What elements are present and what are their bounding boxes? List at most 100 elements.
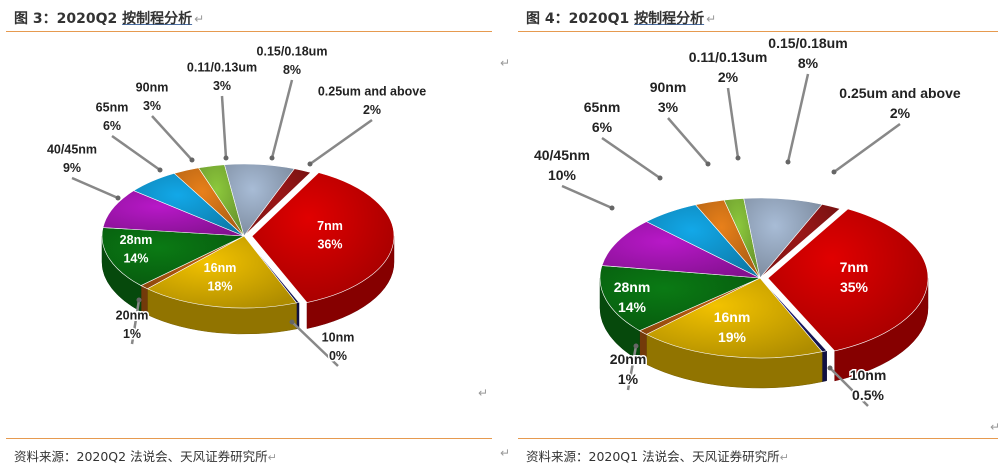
leader-dot-0-11-0-13um bbox=[223, 155, 229, 161]
pie-side-10nm bbox=[296, 302, 300, 330]
slice-value-7nm: 36% bbox=[317, 238, 342, 252]
slice-value-65nm: 6% bbox=[592, 119, 613, 135]
paragraph-mark-icon: ↵ bbox=[500, 446, 511, 460]
slice-label-40-45nm: 40/45nm bbox=[47, 143, 97, 157]
slice-value-16nm: 19% bbox=[718, 329, 747, 345]
leader-dot-90nm bbox=[705, 161, 711, 167]
pie-labels: 7nm 35% 10nm 0.5% 16nm 19% 20nm 1% 28nm 14% 40/45n… bbox=[532, 36, 962, 407]
leader-line-40-45nm bbox=[561, 184, 613, 210]
slice-value-16nm: 18% bbox=[207, 280, 232, 294]
slice-value-40-45nm: 10% bbox=[548, 167, 577, 183]
source-note: 资料来源：2020Q1 法说会、天风证券研究所↵ bbox=[526, 446, 789, 465]
slice-value-7nm: 35% bbox=[840, 279, 869, 295]
slice-value-28nm: 14% bbox=[618, 299, 647, 315]
paragraph-mark-icon: ↵ bbox=[500, 56, 511, 70]
slice-label-7nm: 7nm bbox=[840, 259, 869, 275]
paragraph-mark-icon: ↵ bbox=[194, 12, 205, 26]
source-text: 资料来源：2020Q2 法说会、天风证券研究所 bbox=[14, 449, 268, 464]
slice-label-10nm: 10nm bbox=[322, 331, 355, 345]
leader-line-40-45nm bbox=[71, 176, 119, 200]
slice-label-0-15-0-18um: 0.15/0.18um bbox=[768, 36, 847, 51]
slice-value-10nm: 0.5% bbox=[852, 387, 884, 403]
source-divider bbox=[6, 438, 492, 439]
source-divider bbox=[518, 438, 998, 439]
source-text: 资料来源：2020Q1 法说会、天风证券研究所 bbox=[526, 449, 780, 464]
pie-slice-0-25um-and-above bbox=[759, 203, 841, 279]
slice-label-16nm: 16nm bbox=[204, 261, 237, 275]
figure-3-panel: 图 3：2020Q2 按制程分析 ↵ 7nm 36% 10nm 0% 16nm 18% 20n… bbox=[0, 0, 500, 471]
pie-slice-28nm bbox=[599, 265, 761, 332]
leader-dot-65nm bbox=[157, 167, 163, 173]
figure-title-prefix: 图 4：2020Q1 bbox=[526, 11, 635, 27]
slice-label-90nm: 90nm bbox=[650, 79, 687, 95]
slice-label-0-25um-and-above: 0.25um and above bbox=[839, 85, 961, 101]
figure-title-subject[interactable]: 按制程分析 bbox=[634, 11, 705, 27]
leader-dot-0-25um-and-above bbox=[831, 169, 837, 175]
leader-line-90nm bbox=[151, 115, 193, 161]
leader-dot-0-15-0-18um bbox=[269, 155, 275, 161]
pie-slice-0-25um-and-above bbox=[243, 168, 312, 237]
leader-line-10nm bbox=[829, 367, 869, 407]
pie-slice-7nm bbox=[767, 208, 929, 352]
leader-line-0-11-0-13um bbox=[726, 87, 740, 159]
source-note: 资料来源：2020Q2 法说会、天风证券研究所↵ bbox=[14, 446, 277, 465]
title-divider bbox=[6, 31, 492, 32]
figure-title-subject[interactable]: 按制程分析 bbox=[122, 11, 193, 27]
pie-labels: 7nm 36% 10nm 0% 16nm 18% 20nm 1% 28nm 14% 40/45nm 9… bbox=[45, 43, 428, 367]
leader-dot-10nm bbox=[827, 365, 833, 371]
leader-line-65nm bbox=[111, 134, 161, 172]
slice-label-65nm: 65nm bbox=[584, 99, 621, 115]
paragraph-mark-icon: ↵ bbox=[779, 451, 789, 464]
pie-slices bbox=[101, 163, 395, 309]
pie-slice-28nm bbox=[101, 227, 246, 286]
slice-label-16nm: 16nm bbox=[714, 309, 751, 325]
figure-title: 图 4：2020Q1 按制程分析 ↵ bbox=[526, 8, 716, 28]
slice-label-7nm: 7nm bbox=[317, 219, 343, 233]
pie-slice-7nm bbox=[251, 172, 395, 303]
leader-dot-0-25um-and-above bbox=[307, 161, 313, 167]
leader-line-0-11-0-13um bbox=[220, 95, 228, 159]
leader-dot-10nm bbox=[289, 319, 295, 325]
slice-value-0-15-0-18um: 8% bbox=[283, 63, 301, 77]
leader-line-0-15-0-18um bbox=[270, 79, 294, 159]
slice-label-0-11-0-13um: 0.11/0.13um bbox=[689, 49, 768, 65]
leader-line-10nm bbox=[291, 321, 339, 367]
slice-value-20nm: 1% bbox=[123, 327, 141, 341]
slice-value-10nm: 0% bbox=[329, 349, 347, 363]
slice-value-90nm: 3% bbox=[143, 99, 161, 113]
slice-label-20nm: 20nm bbox=[116, 309, 149, 323]
leader-line-20nm bbox=[626, 345, 638, 391]
slice-value-40-45nm: 9% bbox=[63, 161, 81, 175]
figure-4-panel: 图 4：2020Q1 按制程分析 ↵ 7nm 35% 10nm 0.5% 16nm 19% 2… bbox=[500, 0, 1006, 471]
slice-value-0-11-0-13um: 2% bbox=[718, 69, 739, 85]
leader-dot-40-45nm bbox=[609, 205, 615, 211]
slice-label-0-15-0-18um: 0.15/0.18um bbox=[257, 45, 328, 59]
slice-label-28nm: 28nm bbox=[614, 279, 651, 295]
pie-side-10nm bbox=[821, 350, 827, 383]
slice-label-40-45nm: 40/45nm bbox=[534, 147, 590, 163]
leader-line-20nm bbox=[130, 299, 141, 345]
leader-line-0-25um-and-above bbox=[309, 118, 373, 166]
leader-dot-65nm bbox=[657, 175, 663, 181]
slice-value-28nm: 14% bbox=[123, 252, 148, 266]
slice-value-90nm: 3% bbox=[658, 99, 679, 115]
slice-label-65nm: 65nm bbox=[96, 101, 129, 115]
slice-value-0-25um-and-above: 2% bbox=[363, 103, 381, 117]
slice-value-0-25um-and-above: 2% bbox=[890, 105, 911, 121]
slice-value-65nm: 6% bbox=[103, 119, 121, 133]
paragraph-mark-icon: ↵ bbox=[706, 12, 717, 26]
slice-label-10nm: 10nm bbox=[850, 367, 887, 383]
slice-label-90nm: 90nm bbox=[136, 81, 169, 95]
paragraph-mark-icon: ↵ bbox=[267, 451, 277, 464]
slice-label-20nm: 20nm bbox=[610, 351, 647, 367]
pie-slice-40-45nm bbox=[601, 221, 761, 279]
slice-value-0-15-0-18um: 8% bbox=[798, 55, 819, 71]
leader-dot-20nm bbox=[633, 343, 639, 349]
paragraph-mark-icon: ↵ bbox=[990, 420, 1001, 434]
leader-line-0-25um-and-above bbox=[833, 122, 901, 174]
pie-slices bbox=[599, 197, 929, 359]
leader-dot-0-11-0-13um bbox=[735, 155, 741, 161]
pie-slice-40-45nm bbox=[102, 190, 245, 237]
slice-label-0-25um-and-above: 0.25um and above bbox=[318, 85, 426, 99]
slice-value-20nm: 1% bbox=[618, 371, 639, 387]
